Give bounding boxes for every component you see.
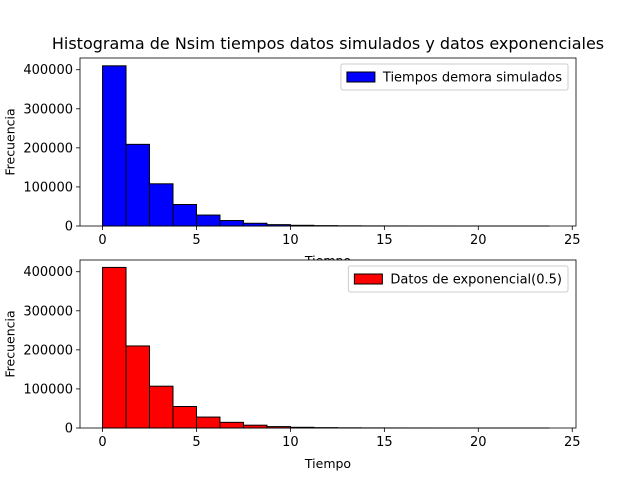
y-tick-label: 200000 [23,343,73,358]
x-tick-label: 0 [98,435,106,450]
histogram-bar [125,345,151,429]
x-tick-label: 0 [98,233,106,248]
y-tick-label: 400000 [23,265,73,280]
axes-frame [79,259,577,429]
subplot-top: 0 5 10 15 20 25 0 100000 200000 300000 400000 Tiemp… [3,57,581,268]
y-tick-label: 0 [65,422,73,437]
histogram-bar [172,204,197,227]
legend-swatch [346,71,376,83]
legend-frame [347,265,569,293]
histogram-bar [149,385,174,429]
histogram-bar [219,421,244,429]
y-tick-label: 100000 [23,382,73,397]
x-tick-label: 25 [564,233,581,248]
x-tick-label: 10 [282,435,299,450]
y-axis-label: Frecuencia [3,310,18,377]
histogram-bar [195,214,221,227]
legend: Tiempos demora simulados [340,63,569,91]
x-tick-label: 20 [470,435,487,450]
histogram-bar [102,266,127,429]
axes-frame [79,57,577,227]
y-tick-label: 100000 [23,180,73,195]
histogram-bar [172,406,197,429]
x-axis-label: Tiempo [304,456,351,471]
legend: Datos de exponencial(0.5) [347,265,569,293]
x-tick-label: 5 [192,435,200,450]
legend-frame [340,63,569,91]
histogram-bar [102,65,127,227]
subplot-bottom: 0 5 10 15 20 25 0 100000 200000 300000 400000 Tiemp… [3,259,581,471]
histogram-bar [195,416,221,429]
histogram-bar [242,424,268,429]
x-tick-label: 5 [192,233,200,248]
x-tick-label: 20 [470,233,487,248]
x-tick-label: 15 [376,435,393,450]
legend-swatch [353,273,383,285]
x-tick-label: 25 [564,435,581,450]
y-tick-label: 0 [65,220,73,235]
x-tick-label: 10 [282,233,299,248]
y-tick-label: 200000 [23,141,73,156]
y-tick-label: 300000 [23,102,73,117]
histogram-bar [125,143,151,227]
y-axis-label: Frecuencia [3,108,18,175]
histogram-bar [149,183,174,227]
figure-title: Histograma de Nsim tiempos datos simulad… [52,34,604,53]
y-tick-label: 300000 [23,304,73,319]
x-tick-label: 15 [376,233,393,248]
histogram-bar [242,222,268,227]
histogram-bar [219,220,244,227]
legend-label: Datos de exponencial(0.5) [390,273,562,288]
y-tick-label: 400000 [23,63,73,78]
legend-label: Tiempos demora simulados [382,71,562,86]
